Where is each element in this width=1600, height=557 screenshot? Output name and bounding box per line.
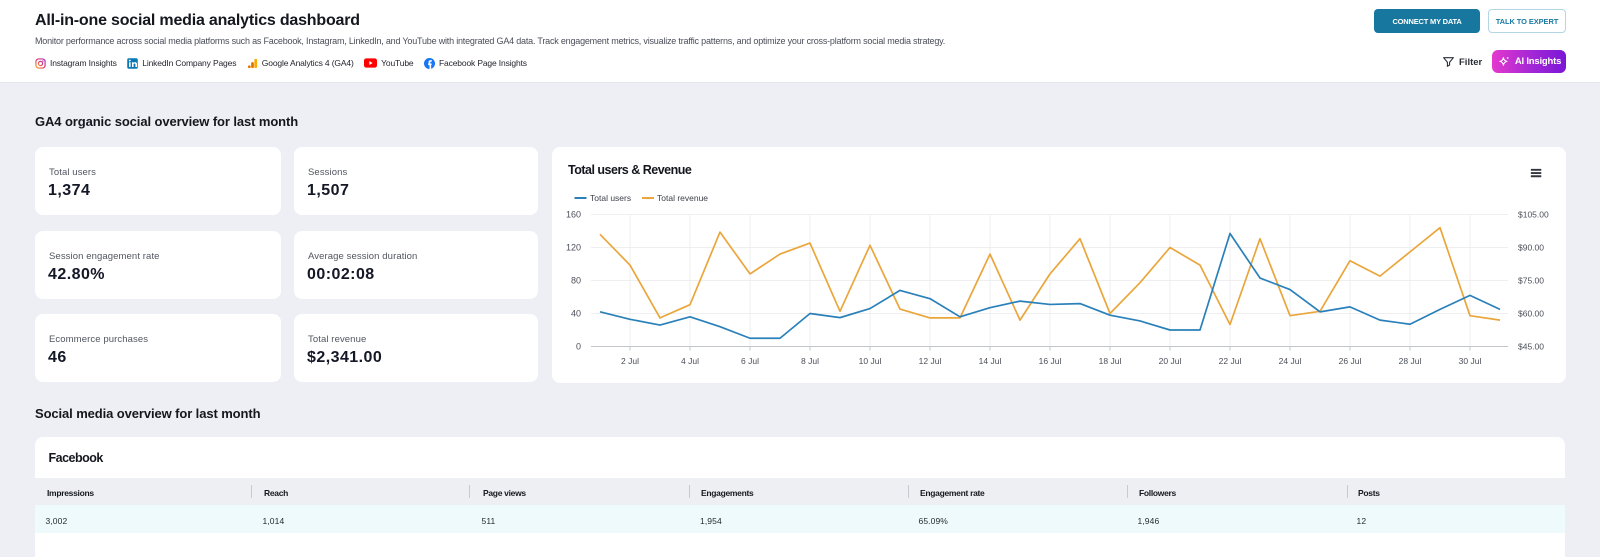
svg-text:$90.00: $90.00 [1518,243,1544,253]
svg-text:10 Jul: 10 Jul [859,356,882,366]
svg-text:$75.00: $75.00 [1518,276,1544,286]
svg-text:24 Jul: 24 Jul [1279,356,1302,366]
svg-text:30 Jul: 30 Jul [1459,356,1482,366]
svg-text:4 Jul: 4 Jul [681,356,699,366]
svg-text:$60.00: $60.00 [1518,309,1544,319]
svg-text:12 Jul: 12 Jul [919,356,942,366]
svg-text:26 Jul: 26 Jul [1339,356,1362,366]
svg-text:Total users: Total users [590,193,631,203]
svg-text:8 Jul: 8 Jul [801,356,819,366]
svg-text:80: 80 [571,276,581,286]
svg-text:120: 120 [566,243,581,253]
svg-text:20 Jul: 20 Jul [1159,356,1182,366]
svg-text:40: 40 [571,309,581,319]
svg-text:18 Jul: 18 Jul [1099,356,1122,366]
svg-text:6 Jul: 6 Jul [741,356,759,366]
svg-text:Total users & Revenue: Total users & Revenue [568,163,692,177]
svg-text:2 Jul: 2 Jul [621,356,639,366]
svg-text:$45.00: $45.00 [1518,342,1544,352]
svg-text:28 Jul: 28 Jul [1399,356,1422,366]
svg-text:0: 0 [576,342,581,352]
svg-text:160: 160 [566,210,581,220]
svg-text:22 Jul: 22 Jul [1219,356,1242,366]
svg-text:$105.00: $105.00 [1518,210,1549,220]
svg-text:16 Jul: 16 Jul [1039,356,1062,366]
svg-text:14 Jul: 14 Jul [979,356,1002,366]
svg-text:Total revenue: Total revenue [657,193,708,203]
